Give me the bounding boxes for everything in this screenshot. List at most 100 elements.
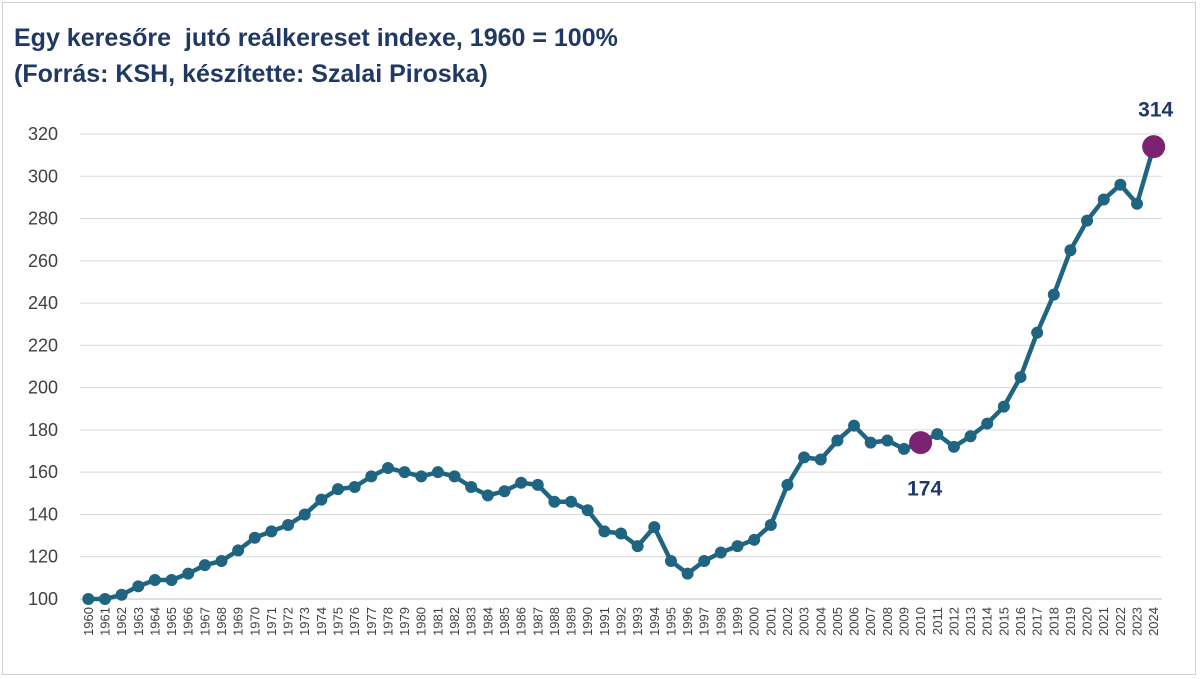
y-tick-label: 240 bbox=[28, 293, 58, 313]
data-point bbox=[82, 593, 95, 605]
x-tick-label: 2022 bbox=[1113, 607, 1128, 636]
data-point bbox=[515, 476, 528, 489]
x-tick-label: 2006 bbox=[847, 607, 862, 636]
x-tick-label: 1994 bbox=[647, 607, 662, 636]
x-tick-label: 2016 bbox=[1013, 607, 1028, 636]
data-point bbox=[248, 531, 261, 544]
data-point bbox=[947, 440, 960, 453]
data-point bbox=[798, 451, 811, 464]
x-tick-label: 1970 bbox=[247, 607, 262, 636]
data-label: 314 bbox=[1138, 99, 1173, 122]
data-point bbox=[1114, 178, 1127, 191]
y-tick-label: 280 bbox=[28, 209, 58, 229]
data-point bbox=[1081, 214, 1094, 227]
x-tick-label: 2004 bbox=[813, 607, 828, 636]
data-point bbox=[648, 521, 661, 534]
data-point bbox=[531, 478, 544, 491]
x-tick-label: 1996 bbox=[680, 607, 695, 636]
x-tick-label: 2010 bbox=[913, 607, 928, 636]
data-point bbox=[565, 495, 578, 508]
data-point bbox=[182, 567, 195, 580]
x-tick-label: 2008 bbox=[880, 607, 895, 636]
y-tick-label: 220 bbox=[28, 335, 58, 355]
x-tick-label: 1967 bbox=[197, 607, 212, 636]
data-label: 174 bbox=[907, 478, 942, 501]
y-tick-label: 300 bbox=[28, 166, 58, 186]
x-tick-label: 2014 bbox=[980, 607, 995, 636]
chart-subtitle: (Forrás: KSH, készítette: Szalai Piroska… bbox=[14, 60, 488, 88]
x-tick-label: 1998 bbox=[713, 607, 728, 636]
x-tick-label: 1990 bbox=[580, 607, 595, 636]
x-tick-label: 2007 bbox=[863, 607, 878, 636]
x-tick-label: 1991 bbox=[597, 607, 612, 636]
data-point bbox=[831, 434, 844, 447]
data-point bbox=[98, 593, 111, 605]
data-point bbox=[381, 461, 394, 474]
y-tick-label: 120 bbox=[28, 547, 58, 567]
data-point bbox=[348, 480, 361, 493]
x-tick-label: 1997 bbox=[697, 607, 712, 636]
x-tick-label: 1976 bbox=[347, 607, 362, 636]
data-point bbox=[132, 580, 145, 593]
chart-title-line: Egy keresőre jutó reálkereset indexe, 19… bbox=[14, 24, 618, 52]
data-point bbox=[615, 527, 627, 540]
data-point bbox=[631, 540, 644, 553]
x-tick-label: 1972 bbox=[281, 607, 296, 636]
data-point bbox=[864, 436, 877, 449]
x-tick-label: 1975 bbox=[331, 607, 346, 636]
x-tick-label: 2018 bbox=[1046, 607, 1061, 636]
highlight-point bbox=[909, 431, 933, 455]
data-point bbox=[148, 573, 161, 586]
x-tick-label: 2001 bbox=[763, 607, 778, 636]
x-tick-label: 1960 bbox=[81, 607, 96, 636]
x-tick-label: 2000 bbox=[747, 607, 762, 636]
data-point bbox=[1014, 371, 1027, 384]
data-point bbox=[681, 567, 694, 580]
x-tick-label: 1988 bbox=[547, 607, 562, 636]
data-point bbox=[1047, 288, 1060, 301]
x-tick-label: 1962 bbox=[114, 607, 129, 636]
x-tick-label: 1971 bbox=[264, 607, 279, 636]
data-point bbox=[664, 554, 677, 567]
y-tick-label: 160 bbox=[28, 462, 58, 482]
data-point bbox=[931, 428, 944, 441]
data-point bbox=[298, 508, 311, 521]
x-tick-label: 2024 bbox=[1146, 607, 1161, 636]
data-point bbox=[415, 470, 428, 483]
data-point bbox=[764, 519, 777, 532]
x-tick-label: 1989 bbox=[564, 607, 579, 636]
x-tick-label: 1981 bbox=[430, 607, 445, 636]
data-point bbox=[498, 485, 511, 498]
data-point bbox=[897, 442, 910, 455]
data-point bbox=[581, 504, 594, 517]
data-point bbox=[714, 546, 727, 559]
data-point bbox=[548, 495, 561, 508]
data-point bbox=[398, 466, 411, 479]
data-point bbox=[1031, 326, 1044, 339]
data-point bbox=[265, 525, 278, 538]
x-tick-label: 1999 bbox=[730, 607, 745, 636]
data-point bbox=[431, 466, 444, 479]
data-point bbox=[365, 470, 378, 483]
y-tick-label: 320 bbox=[28, 124, 58, 144]
x-tick-label: 1982 bbox=[447, 607, 462, 636]
y-tick-label: 260 bbox=[28, 251, 58, 271]
x-tick-label: 1983 bbox=[464, 607, 479, 636]
data-point bbox=[848, 419, 861, 432]
x-tick-label: 1968 bbox=[214, 607, 229, 636]
chart-title: Egy keresőre jutó reálkereset indexe, 19… bbox=[14, 20, 618, 92]
highlight-point bbox=[1142, 135, 1166, 159]
data-point bbox=[115, 588, 128, 601]
x-tick-label: 1984 bbox=[480, 607, 495, 636]
x-tick-label: 1979 bbox=[397, 607, 412, 636]
y-tick-label: 100 bbox=[28, 589, 58, 609]
data-point bbox=[781, 478, 794, 491]
x-tick-label: 1973 bbox=[297, 607, 312, 636]
x-tick-label: 1992 bbox=[614, 607, 629, 636]
x-tick-label: 2020 bbox=[1080, 607, 1095, 636]
data-point bbox=[1064, 244, 1077, 257]
x-tick-label: 2021 bbox=[1096, 607, 1111, 636]
x-tick-label: 2011 bbox=[930, 607, 945, 635]
x-tick-label: 1993 bbox=[630, 607, 645, 636]
data-point bbox=[698, 554, 711, 567]
